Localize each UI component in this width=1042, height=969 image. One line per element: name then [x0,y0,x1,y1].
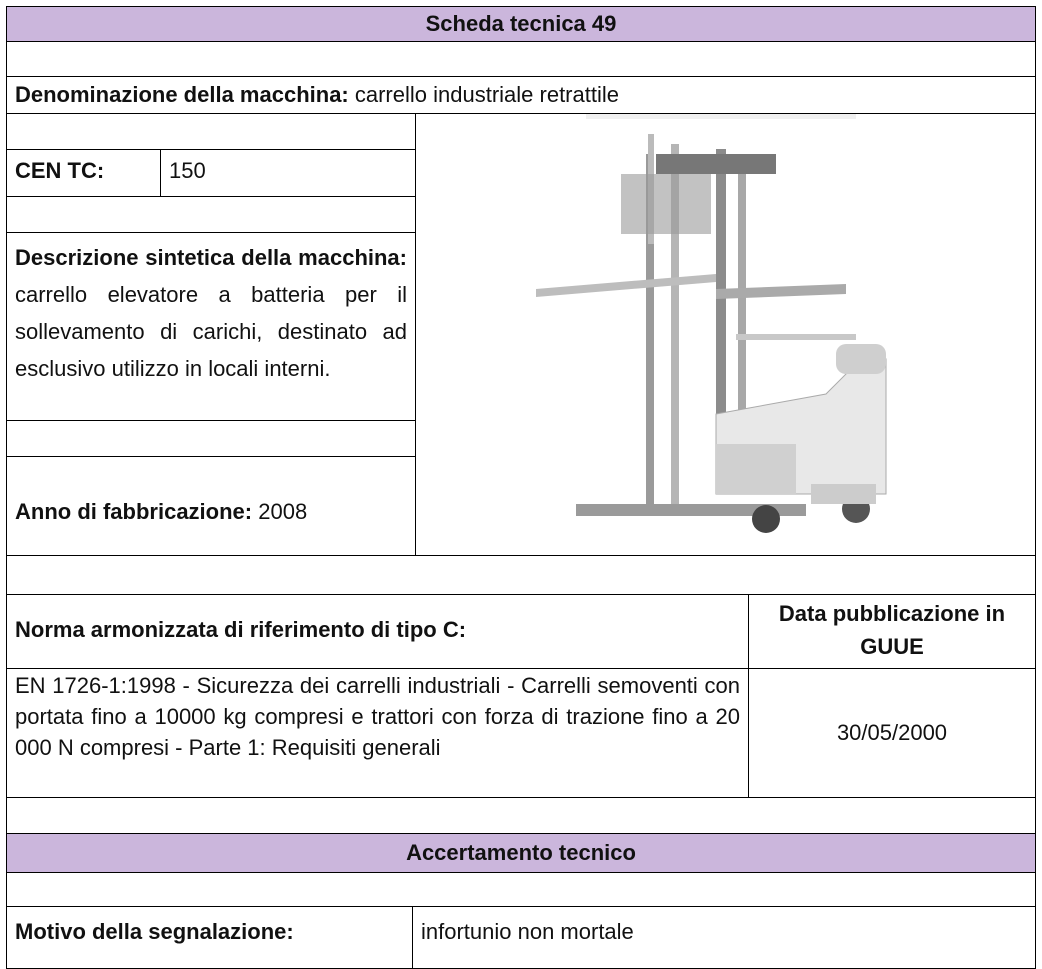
description: carrello elevatore a batteria per il sol… [15,282,407,381]
empty-row [6,196,416,233]
cen-value: 150 [169,158,206,183]
cen-value-cell: 150 [160,149,416,197]
reason-cell: infortunio non mortale [412,906,1036,969]
name-label: Denominazione della macchina: [15,82,349,107]
reason: infortunio non mortale [421,919,634,944]
empty-row [6,113,416,150]
standard-header-cell: Norma armonizzata di riferimento di tipo… [6,594,749,669]
date-header-cell: Data pubblicazione in GUUE [748,594,1036,669]
standard-header: Norma armonizzata di riferimento di tipo… [15,617,467,642]
title: Scheda tecnica 49 [425,11,617,36]
empty-row [6,872,1036,907]
year-label: Anno di fabbricazione: [15,499,253,524]
year-cell: Anno di fabbricazione: 2008 [6,456,416,556]
description-label: Descrizione sintetica della macchina: [15,245,407,270]
date-cell: 30/05/2000 [748,668,1036,798]
date: 30/05/2000 [836,720,948,745]
assessment-title-cell: Accertamento tecnico [6,833,1036,873]
year: 2008 [258,499,308,524]
empty-row [6,797,1036,834]
forklift-image [536,114,887,533]
cen-label-cell: CEN TC: [6,149,161,197]
name: carrello industriale retrattile [354,82,619,107]
image-cell [415,113,1036,556]
assessment-title: Accertamento tecnico [406,840,636,865]
name-row: Denominazione della macchina: carrello i… [6,76,1036,114]
reason-label-cell: Motivo della segnalazione: [6,906,413,969]
title-cell: Scheda tecnica 49 [6,6,1036,42]
date-header: Data pubblicazione in GUUE [778,601,1006,659]
standard-text: EN 1726-1:1998 - Sicurezza dei carrelli … [15,673,740,760]
empty-row [6,555,1036,595]
description-cell: Descrizione sintetica della macchina: ca… [6,232,416,421]
reason-label: Motivo della segnalazione: [15,919,294,944]
standard-text-cell: EN 1726-1:1998 - Sicurezza dei carrelli … [6,668,749,798]
empty-row [6,41,1036,77]
empty-row [6,420,416,457]
cen-label: CEN TC: [15,158,105,183]
